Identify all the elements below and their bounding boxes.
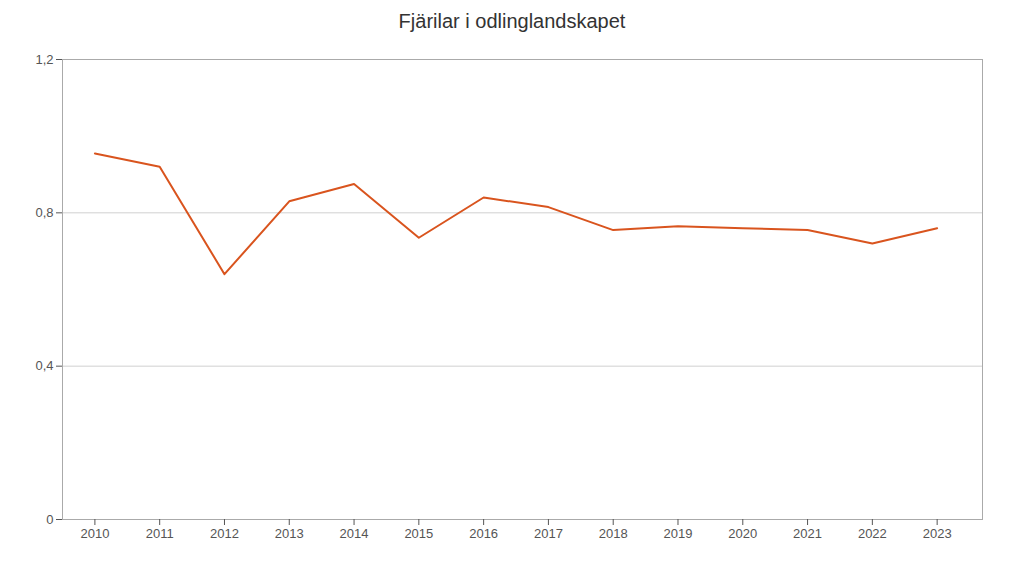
svg-text:2010: 2010 (80, 526, 109, 541)
svg-text:2022: 2022 (858, 526, 887, 541)
svg-text:0,8: 0,8 (35, 205, 53, 220)
svg-text:2014: 2014 (340, 526, 369, 541)
svg-text:2020: 2020 (728, 526, 757, 541)
svg-text:2017: 2017 (534, 526, 563, 541)
svg-text:0,4: 0,4 (35, 358, 53, 373)
svg-text:0: 0 (46, 512, 53, 527)
html-text:Fjärilar i odlinglandskapet: Fjärilar i odlinglandskapet (398, 10, 626, 32)
svg-text:2018: 2018 (599, 526, 628, 541)
svg-text:2021: 2021 (793, 526, 822, 541)
svg-text:2011: 2011 (146, 526, 174, 541)
svg-text:1,2: 1,2 (35, 52, 53, 67)
svg-text:2012: 2012 (210, 526, 239, 541)
svg-text:2023: 2023 (923, 526, 952, 541)
svg-text:2019: 2019 (664, 526, 693, 541)
svg-text:2015: 2015 (404, 526, 433, 541)
svg-text:2013: 2013 (275, 526, 304, 541)
svg-text:2016: 2016 (469, 526, 498, 541)
